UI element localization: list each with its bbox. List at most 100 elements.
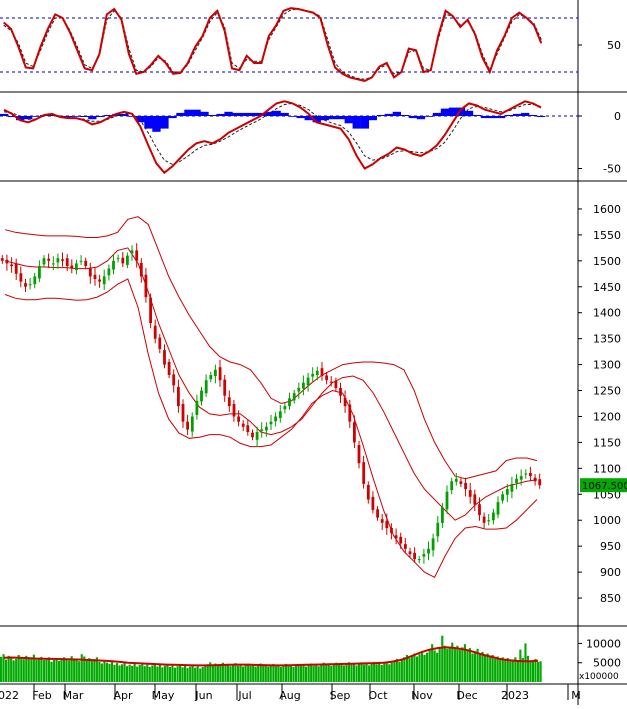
volume-bar: [456, 645, 459, 682]
volume-bar: [433, 650, 436, 682]
candlestick: [38, 260, 41, 283]
candlestick: [107, 264, 111, 281]
volume-bar: [116, 663, 119, 682]
candlestick: [427, 541, 430, 561]
volume-bar: [279, 667, 282, 682]
candle-body: [468, 490, 472, 497]
candlestick: [158, 334, 162, 354]
candle-body: [417, 559, 421, 561]
candle-body: [353, 422, 356, 443]
volume-bar: [27, 657, 30, 682]
volume-bar: [226, 663, 230, 682]
volume-bar: [398, 661, 401, 682]
macd-histogram-bar: [368, 116, 377, 121]
volume-bar: [5, 659, 8, 682]
candle-body: [153, 325, 157, 339]
candle-body: [200, 390, 203, 402]
candle-body: [121, 257, 125, 264]
candlestick: [278, 405, 282, 423]
volume-bar: [25, 655, 28, 682]
volume-bar: [161, 667, 164, 682]
candle-body: [144, 274, 148, 298]
volume-bar: [70, 656, 73, 682]
macd-histogram-bar: [232, 112, 241, 116]
volume-bar: [90, 660, 93, 682]
candle-body: [320, 368, 324, 376]
candle-body: [445, 491, 449, 510]
macd-histogram-bar: [168, 116, 177, 119]
volume-bar: [166, 664, 169, 682]
volume-bar: [519, 649, 522, 682]
candlestick: [14, 258, 18, 280]
macd-histogram-bar: [529, 115, 538, 116]
candlestick: [42, 255, 46, 268]
volume-bar: [305, 666, 308, 682]
volume-bar: [400, 659, 403, 682]
candlestick: [492, 508, 495, 525]
price-panel: [0, 216, 542, 578]
volume-bar: [373, 661, 376, 682]
volume-bar: [282, 665, 285, 682]
volume-bar: [491, 655, 494, 682]
candle-body: [190, 416, 194, 432]
candle-body: [84, 260, 88, 266]
y-tick-label: 1550: [593, 229, 621, 242]
volume-bar: [448, 646, 451, 682]
volume-bar: [83, 656, 86, 682]
candlestick: [139, 258, 143, 283]
candlestick: [47, 253, 51, 269]
candle-body: [496, 502, 500, 515]
macd-histogram-bar: [64, 116, 73, 117]
candlestick: [93, 267, 97, 286]
macd-histogram-bar: [448, 107, 458, 116]
candlestick: [116, 254, 120, 263]
volume-bar: [521, 658, 524, 682]
x-tick-label: Sep: [330, 689, 351, 702]
volume-bar: [516, 660, 519, 682]
macd-histogram-bar: [216, 113, 225, 116]
last-price-label: 1067.500: [582, 481, 627, 492]
volume-bar: [383, 663, 386, 682]
candlestick: [126, 252, 129, 269]
volume-bar: [471, 653, 474, 682]
macd-line: [3, 100, 542, 175]
candle-body: [209, 375, 213, 380]
candle-body: [315, 370, 319, 375]
candlestick: [510, 476, 514, 499]
y-axis-labels: 50 0 -50 1600 1550 1500 1450 1400 1350 1300 1250 12…: [578, 39, 627, 682]
macd-histogram-bar: [256, 112, 265, 116]
candle-body: [529, 473, 532, 477]
volume-bar: [224, 665, 227, 682]
volume-bar: [486, 653, 489, 682]
volume-bar: [88, 658, 91, 682]
volume-bar: [363, 664, 366, 682]
candlestick: [200, 386, 203, 406]
candlestick: [214, 364, 217, 384]
volume-bar: [95, 657, 98, 682]
volume-bar: [307, 665, 310, 682]
macd-histogram-bar: [537, 116, 546, 117]
candlestick: [172, 369, 176, 393]
macd-histogram-bar: [336, 116, 345, 120]
candle-body: [158, 337, 162, 349]
volume-bar: [68, 660, 71, 682]
volume-bar: [50, 661, 53, 682]
candle-body: [237, 416, 240, 422]
candlestick: [339, 382, 342, 403]
x-tick-label: Dec: [456, 689, 477, 702]
volume-bar: [484, 655, 487, 682]
volume-bar: [287, 666, 290, 682]
candle-body: [33, 276, 37, 285]
candle-body: [325, 375, 328, 381]
candle-body: [139, 262, 143, 277]
volume-bar: [78, 661, 81, 682]
macd-histogram-bar: [72, 116, 81, 117]
macd-histogram-bar: [328, 116, 337, 120]
macd-histogram-bar: [424, 116, 434, 117]
candle-body: [505, 489, 509, 495]
volume-bar: [446, 648, 449, 682]
candle-body: [399, 536, 403, 544]
candle-body: [348, 404, 352, 422]
volume-bar: [100, 663, 103, 682]
